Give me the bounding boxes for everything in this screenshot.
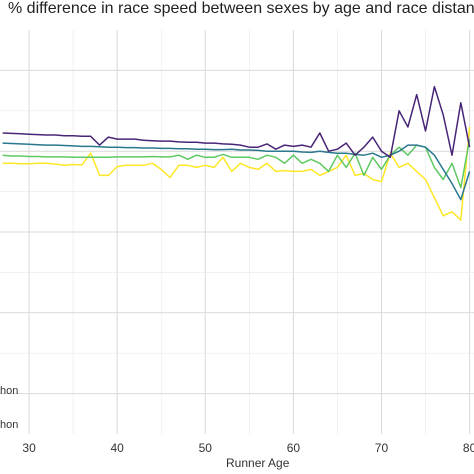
x-tick-label-70: 70 [375, 441, 389, 455]
x-tick-label-50: 50 [199, 441, 213, 455]
series-lines [2, 85, 471, 221]
legend-entry-1: hon [0, 385, 18, 397]
grid-lines [0, 30, 474, 434]
chart-title: % difference in race speed between sexes… [8, 0, 474, 17]
x-tick-label-30: 30 [22, 441, 36, 455]
x-axis-label: Runner Age [226, 456, 290, 470]
legend: hon hon [0, 385, 18, 431]
series-line-1 [2, 85, 471, 159]
series-line-4 [2, 126, 471, 221]
x-tick-label-60: 60 [287, 441, 301, 455]
x-tick-label-40: 40 [110, 441, 124, 455]
x-axis-ticks: 30 40 50 60 70 80 [22, 441, 474, 455]
legend-entry-2: hon [0, 419, 18, 431]
series-line-2 [2, 142, 471, 201]
x-tick-label-80: 80 [463, 441, 474, 455]
